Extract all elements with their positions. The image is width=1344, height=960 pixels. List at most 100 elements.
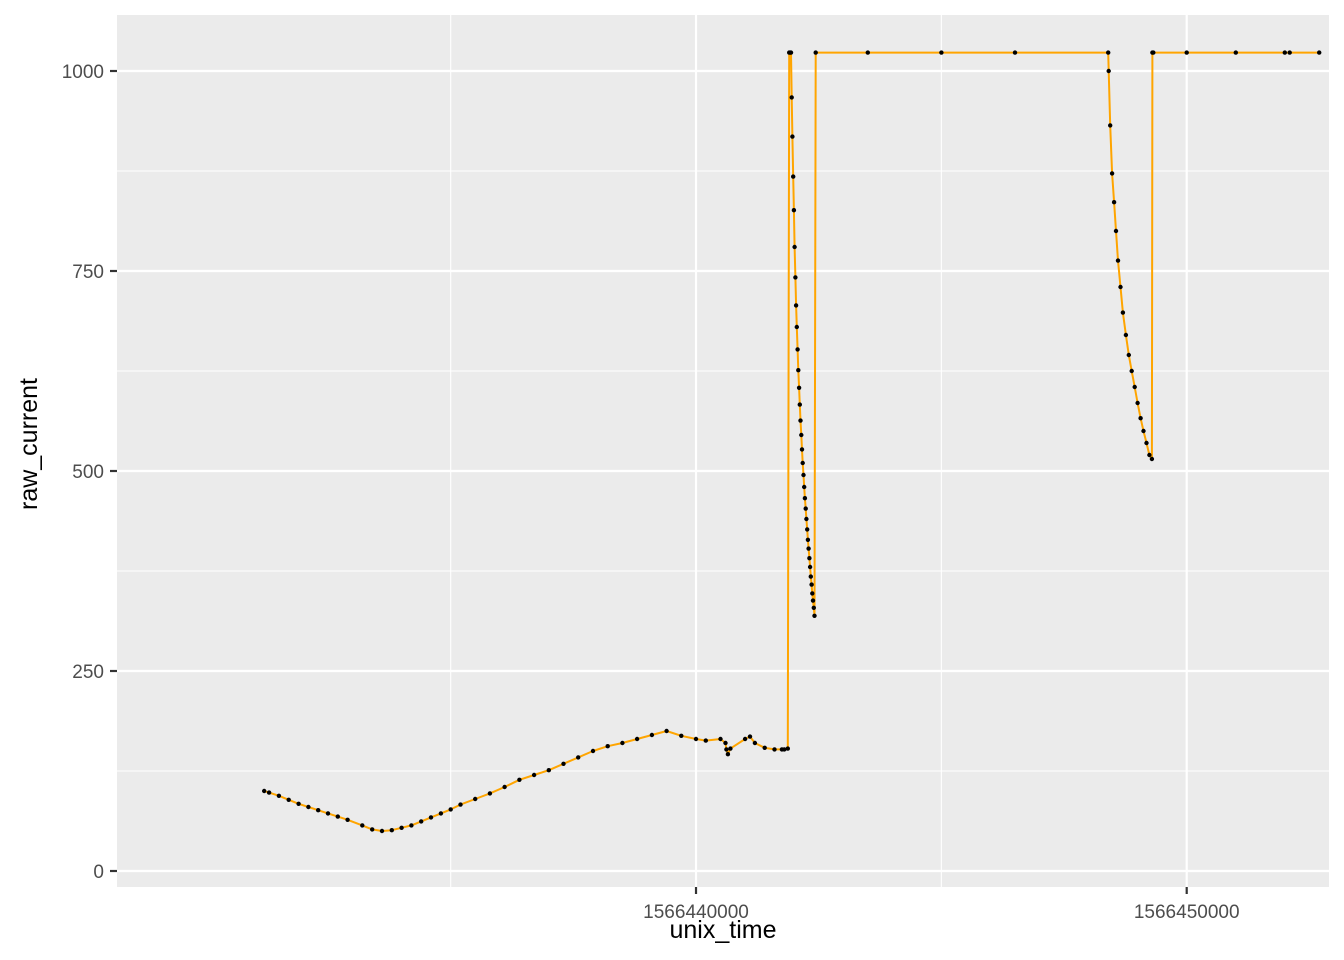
data-point [1151,50,1156,55]
data-point [561,761,566,766]
data-point [1109,171,1115,176]
data-point [620,740,625,746]
major-gridlines [117,15,1329,887]
data-point [590,748,596,754]
data-point [1141,428,1146,434]
data-point [1106,50,1111,55]
data-point [649,732,655,738]
data-point [703,738,708,743]
y-tick-label: 250 [72,662,104,683]
x-tick-label: 1566440000 [643,902,749,923]
data-point [409,823,414,828]
data-point [796,385,802,390]
data-point [805,527,810,532]
data-point [1287,50,1292,55]
data-point [809,582,814,587]
data-point [803,506,808,511]
data-point [798,418,803,423]
data-point [797,402,802,407]
data-point [428,815,434,820]
data-point [316,808,321,813]
data-point [1317,50,1322,55]
data-point [1149,456,1155,462]
data-point [419,819,424,824]
data-point [785,746,790,751]
data-point [438,811,444,816]
series-layer [262,50,1322,834]
data-point [801,472,806,478]
data-point [802,484,807,490]
data-point [795,347,800,352]
data-point [679,733,684,738]
data-point [796,368,801,373]
data-point [725,752,731,757]
data-point [487,791,493,796]
data-point [807,564,813,570]
x-axis-title: unix_time [670,916,777,944]
data-point [276,793,282,798]
data-point [1138,416,1143,421]
data-point [335,814,340,819]
data-point [772,747,777,752]
minor-gridlines [117,15,1329,887]
data-point [939,50,944,55]
data-point [1184,50,1189,55]
data-point [1111,200,1117,205]
data-point [802,496,808,501]
data-point [546,768,551,773]
y-axis-title: raw_current [15,378,43,510]
data-point [782,747,787,752]
data-point [1132,384,1137,390]
y-tick-label: 0 [93,862,104,883]
data-point [1135,400,1140,406]
data-point [1115,258,1121,263]
data-point [458,802,463,807]
data-point [1144,440,1149,446]
y-tick-label: 750 [72,262,104,283]
data-point [1233,50,1239,55]
data-point [791,208,797,213]
data-point [693,736,699,742]
data-point [752,740,758,746]
data-point [728,746,733,751]
axes: 0 250 500 750 1000 1566440000 1566450000 [62,62,1240,923]
data-point [448,807,453,812]
data-point [1113,228,1119,234]
data-point [794,324,799,330]
data-point [266,790,272,795]
data-point [793,275,798,280]
data-point [747,734,753,739]
data-point [1106,68,1111,74]
data-point [296,801,301,806]
data-point [1012,50,1018,55]
data-point [788,50,794,55]
data-point [262,788,267,794]
data-point [808,574,813,579]
data-point [531,772,537,778]
data-point [502,784,507,790]
data-point [800,460,805,466]
data-point [473,796,478,802]
x-tick-label: 1566450000 [1134,902,1240,923]
data-point [1282,50,1288,55]
data-point [306,804,311,810]
data-point [805,537,811,542]
data-point [810,591,815,596]
data-point [724,747,729,752]
data-point [325,811,331,816]
data-point [389,828,394,833]
data-point [799,432,804,438]
data-point [865,50,870,55]
data-point [792,244,797,250]
data-point [813,50,818,55]
data-point [1147,452,1152,458]
data-point [634,736,640,742]
data-point [789,95,794,100]
data-point [791,174,796,179]
data-point [807,556,812,561]
data-point [399,825,404,830]
data-point [370,827,375,832]
data-point [812,613,817,618]
data-point [605,744,610,749]
